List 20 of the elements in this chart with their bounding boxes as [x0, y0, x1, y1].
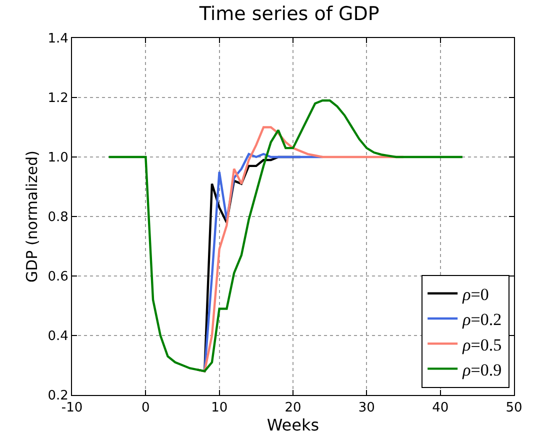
x-tick-label: 10	[211, 400, 228, 416]
x-tick-label: 30	[358, 400, 375, 416]
y-tick-label: 1.2	[48, 91, 68, 106]
line-series	[108, 99, 464, 372]
legend-label: ρ=0	[462, 285, 489, 304]
y-tick-label: 1.0	[48, 150, 68, 166]
x-tick-label: 40	[432, 400, 449, 416]
y-tick-label: 0.8	[48, 210, 68, 226]
y-tick-label: 0.6	[48, 270, 68, 285]
y-axis-title: GDP (normalized)	[22, 150, 41, 283]
legend-label: ρ=0.2	[462, 310, 502, 330]
legend-label: ρ=0.5	[462, 335, 502, 354]
x-tick-label: 50	[506, 400, 522, 416]
y-tick-label: 0.4	[48, 329, 68, 344]
legend-label: ρ=0.9	[462, 360, 502, 380]
y-tick-label: 1.4	[48, 32, 68, 47]
x-tick-label: 20	[284, 400, 302, 416]
x-tick-label: 0	[142, 400, 150, 416]
x-axis-title: Weeks	[266, 416, 320, 435]
chart-title: Time series of GDP	[198, 2, 380, 25]
